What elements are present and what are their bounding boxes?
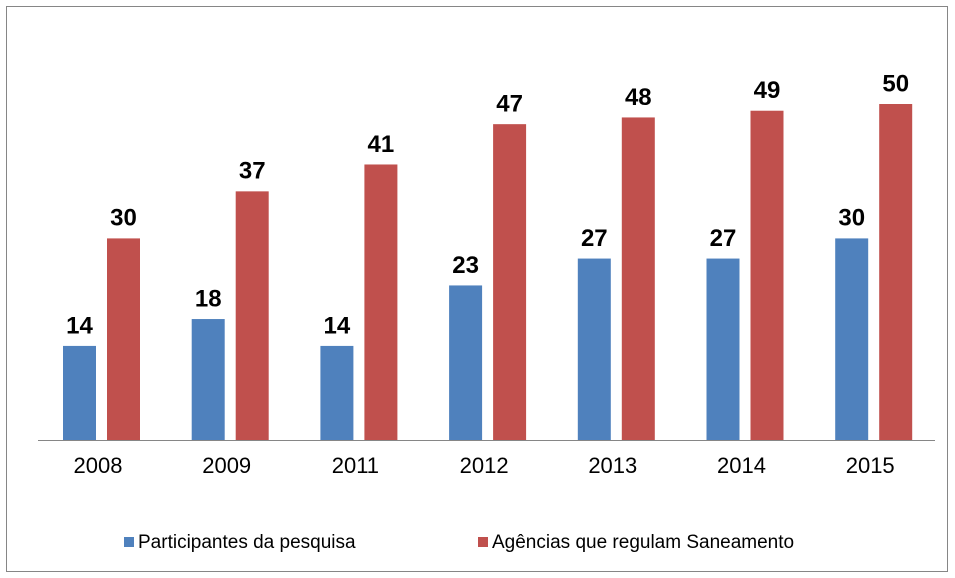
data-label: 14 (66, 312, 93, 339)
data-label: 23 (452, 252, 479, 279)
bar (63, 345, 96, 440)
data-label: 18 (195, 285, 222, 312)
bar (191, 319, 225, 440)
bar (364, 164, 398, 441)
data-label: 14 (324, 312, 351, 339)
x-tick-label: 2013 (588, 453, 637, 478)
bar (879, 104, 913, 440)
x-tick-label: 2012 (460, 453, 509, 478)
bar (493, 124, 527, 440)
legend-swatch (478, 537, 488, 547)
data-label: 30 (838, 205, 865, 232)
bar (107, 238, 140, 440)
data-label: 41 (368, 131, 395, 158)
legend-label: Participantes da pesquisa (138, 532, 356, 553)
x-tick-label: 2008 (74, 453, 123, 478)
data-label: 50 (882, 70, 909, 97)
x-tick-label: 2015 (846, 453, 895, 478)
data-label: 30 (110, 205, 137, 232)
legend-swatch (124, 537, 134, 547)
data-label: 27 (710, 225, 737, 252)
data-label: 49 (754, 77, 781, 104)
x-tick-label: 2009 (202, 453, 251, 478)
legend-label: Agências que regulam Saneamento (492, 532, 794, 553)
bar (706, 258, 740, 440)
x-tick-label: 2011 (332, 453, 379, 478)
bar (320, 345, 354, 440)
data-label: 37 (239, 158, 266, 185)
data-label: 47 (496, 91, 523, 118)
bar (835, 238, 869, 440)
bar (235, 191, 269, 440)
bar (750, 110, 784, 440)
data-label: 48 (625, 84, 652, 111)
data-label: 27 (581, 225, 608, 252)
bar (621, 117, 655, 440)
bar (577, 258, 611, 440)
x-tick-label: 2014 (717, 453, 766, 478)
bar (449, 285, 483, 440)
